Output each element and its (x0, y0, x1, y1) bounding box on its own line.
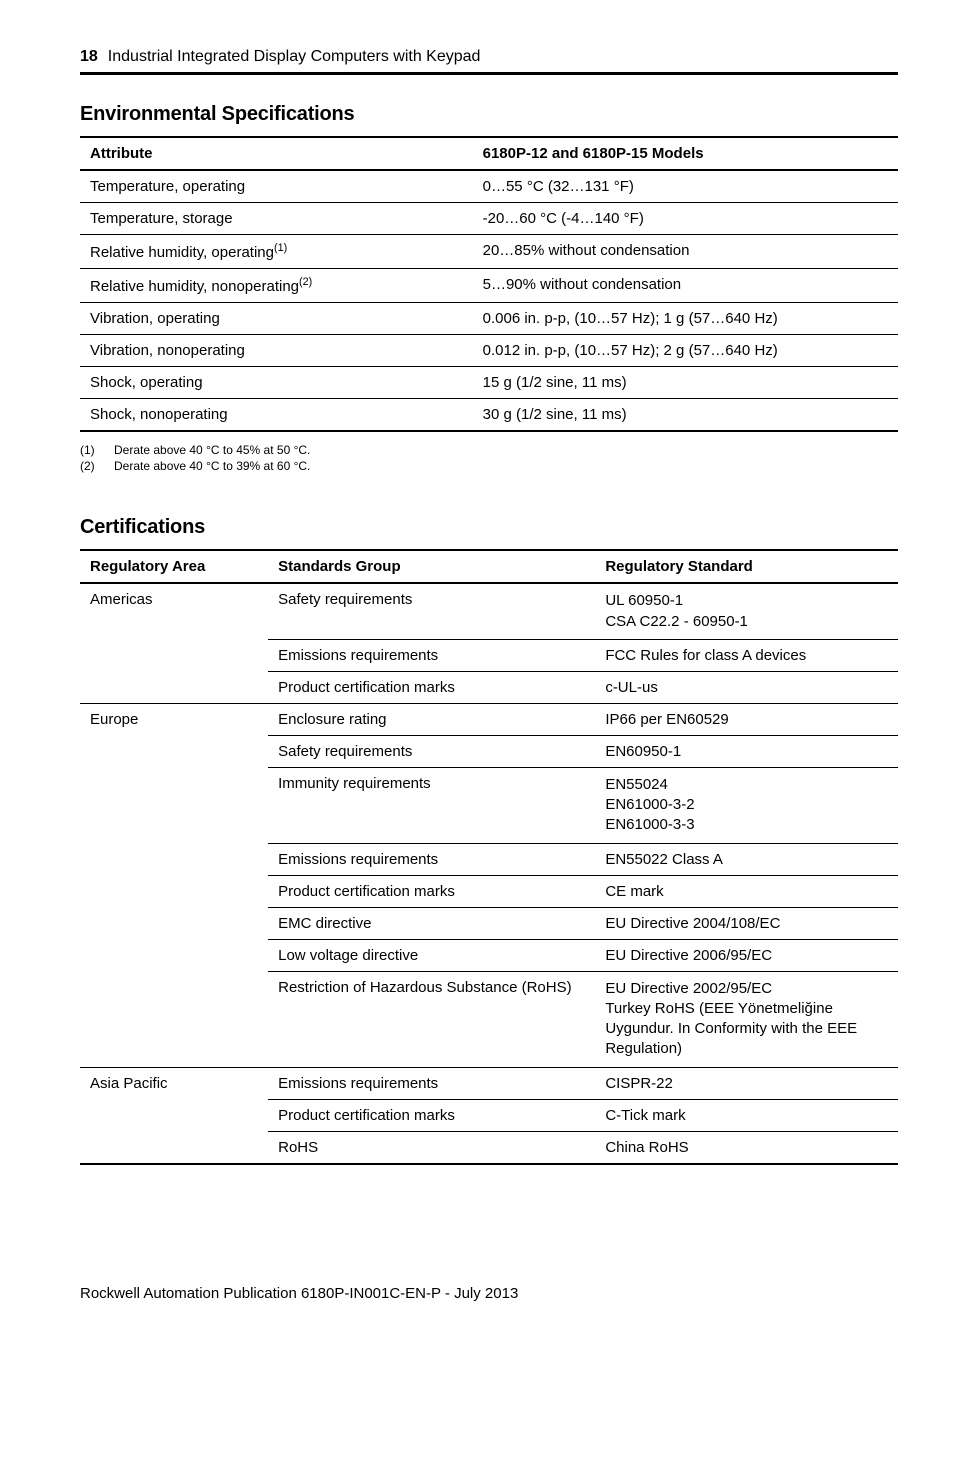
table-row: Temperature, operating 0…55 °C (32…131 °… (80, 170, 898, 203)
attr-text: Relative humidity, nonoperating (90, 278, 299, 295)
footnote: (2) Derate above 40 °C to 39% at 60 °C. (80, 458, 898, 474)
cell-group: Product certification marks (268, 875, 595, 907)
cell-group: Restriction of Hazardous Substance (RoHS… (268, 971, 595, 1067)
cell-std: IP66 per EN60529 (595, 703, 898, 735)
footnote-text: Derate above 40 °C to 39% at 60 °C. (114, 458, 310, 474)
cell-attr: Vibration, operating (80, 303, 473, 335)
table-row: Europe Enclosure rating IP66 per EN60529 (80, 703, 898, 735)
col-regulatory-standard: Regulatory Standard (595, 550, 898, 583)
col-standards-group: Standards Group (268, 550, 595, 583)
cell-region: Asia Pacific (80, 1067, 268, 1164)
cell-std: China RoHS (595, 1131, 898, 1164)
cell-group: Emissions requirements (268, 1067, 595, 1099)
cell-attr: Relative humidity, operating(1) (80, 235, 473, 269)
col-attribute: Attribute (80, 137, 473, 170)
cell-std: EN55024EN61000-3-2EN61000-3-3 (595, 767, 898, 843)
cell-attr: Relative humidity, nonoperating(2) (80, 269, 473, 303)
table-header-row: Regulatory Area Standards Group Regulato… (80, 550, 898, 583)
cell-group: Emissions requirements (268, 843, 595, 875)
running-header: 18 Industrial Integrated Display Compute… (80, 48, 898, 66)
cell-group: Emissions requirements (268, 639, 595, 671)
cell-region: Europe (80, 703, 268, 1067)
cell-std: c-UL-us (595, 671, 898, 703)
cell-std: EN55022 Class A (595, 843, 898, 875)
cell-group: EMC directive (268, 907, 595, 939)
table-row: Shock, operating 15 g (1/2 sine, 11 ms) (80, 367, 898, 399)
env-spec-heading: Environmental Specifications (80, 103, 898, 126)
table-row: Temperature, storage -20…60 °C (-4…140 °… (80, 203, 898, 235)
footnote: (1) Derate above 40 °C to 45% at 50 °C. (80, 442, 898, 458)
env-footnotes: (1) Derate above 40 °C to 45% at 50 °C. … (80, 442, 898, 474)
table-row: Americas Safety requirements UL 60950-1C… (80, 583, 898, 639)
cell-std: CE mark (595, 875, 898, 907)
col-models: 6180P-12 and 6180P-15 Models (473, 137, 898, 170)
publication-footer: Rockwell Automation Publication 6180P-IN… (80, 1285, 898, 1302)
cell-group: Product certification marks (268, 1099, 595, 1131)
table-row: Asia Pacific Emissions requirements CISP… (80, 1067, 898, 1099)
cell-group: Immunity requirements (268, 767, 595, 843)
table-row: Vibration, operating 0.006 in. p-p, (10…… (80, 303, 898, 335)
table-row: Relative humidity, nonoperating(2) 5…90%… (80, 269, 898, 303)
cell-std: EU Directive 2006/95/EC (595, 939, 898, 971)
table-row: Shock, nonoperating 30 g (1/2 sine, 11 m… (80, 399, 898, 432)
cell-val: -20…60 °C (-4…140 °F) (473, 203, 898, 235)
cell-val: 0…55 °C (32…131 °F) (473, 170, 898, 203)
col-regulatory-area: Regulatory Area (80, 550, 268, 583)
footnote-ref: (2) (299, 276, 312, 288)
footnote-num: (1) (80, 442, 98, 458)
table-row: Vibration, nonoperating 0.012 in. p-p, (… (80, 335, 898, 367)
cell-val: 20…85% without condensation (473, 235, 898, 269)
footnote-num: (2) (80, 458, 98, 474)
cell-group: Safety requirements (268, 583, 595, 639)
cell-std: C-Tick mark (595, 1099, 898, 1131)
cell-val: 30 g (1/2 sine, 11 ms) (473, 399, 898, 432)
cell-val: 0.012 in. p-p, (10…57 Hz); 2 g (57…640 H… (473, 335, 898, 367)
cell-std: UL 60950-1CSA C22.2 - 60950-1 (595, 583, 898, 639)
cell-std: CISPR-22 (595, 1067, 898, 1099)
footnote-ref: (1) (274, 242, 287, 254)
doc-title: Industrial Integrated Display Computers … (108, 48, 481, 66)
table-header-row: Attribute 6180P-12 and 6180P-15 Models (80, 137, 898, 170)
cell-attr: Shock, operating (80, 367, 473, 399)
cell-std: EU Directive 2002/95/ECTurkey RoHS (EEE … (595, 971, 898, 1067)
cell-std: EN60950-1 (595, 735, 898, 767)
cell-group: RoHS (268, 1131, 595, 1164)
page-number: 18 (80, 48, 98, 66)
cell-group: Low voltage directive (268, 939, 595, 971)
cell-val: 0.006 in. p-p, (10…57 Hz); 1 g (57…640 H… (473, 303, 898, 335)
cell-group: Product certification marks (268, 671, 595, 703)
cell-attr: Vibration, nonoperating (80, 335, 473, 367)
cert-heading: Certifications (80, 516, 898, 539)
table-row: Relative humidity, operating(1) 20…85% w… (80, 235, 898, 269)
cell-region: Americas (80, 583, 268, 703)
cell-std: EU Directive 2004/108/EC (595, 907, 898, 939)
attr-text: Relative humidity, operating (90, 244, 274, 261)
env-spec-table: Attribute 6180P-12 and 6180P-15 Models T… (80, 136, 898, 432)
cert-table: Regulatory Area Standards Group Regulato… (80, 549, 898, 1164)
footnote-text: Derate above 40 °C to 45% at 50 °C. (114, 442, 310, 458)
cell-val: 5…90% without condensation (473, 269, 898, 303)
cell-attr: Temperature, storage (80, 203, 473, 235)
cell-std: FCC Rules for class A devices (595, 639, 898, 671)
cell-attr: Temperature, operating (80, 170, 473, 203)
cell-val: 15 g (1/2 sine, 11 ms) (473, 367, 898, 399)
cell-attr: Shock, nonoperating (80, 399, 473, 432)
cell-group: Enclosure rating (268, 703, 595, 735)
cell-group: Safety requirements (268, 735, 595, 767)
header-rule (80, 72, 898, 75)
